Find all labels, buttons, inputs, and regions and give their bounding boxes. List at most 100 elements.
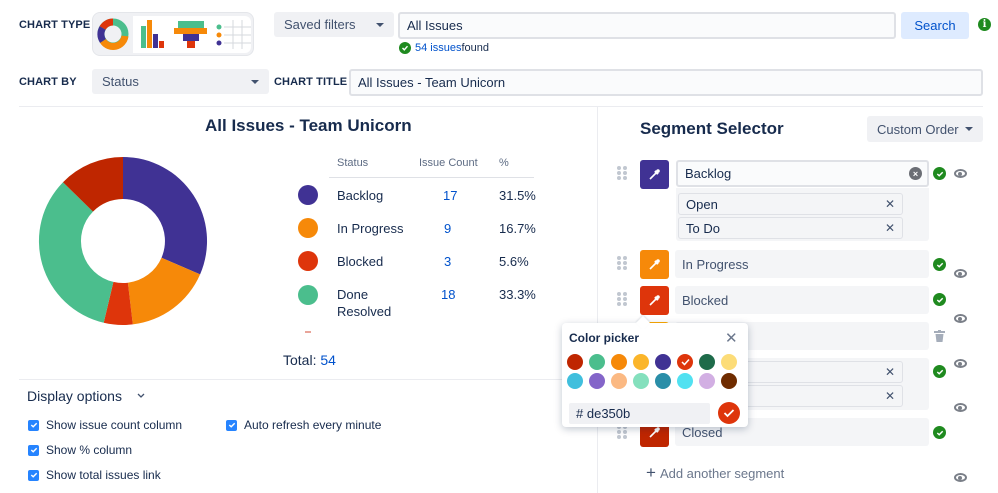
issues-count-link[interactable]: 54 issues — [415, 42, 462, 54]
segment-color-button[interactable] — [640, 250, 669, 279]
drag-handle-icon[interactable] — [617, 425, 627, 439]
eye-icon[interactable] — [954, 403, 967, 412]
color-swatch[interactable] — [699, 354, 715, 370]
funnel-chart-icon[interactable] — [174, 21, 207, 48]
hex-input[interactable]: # de350b — [569, 403, 710, 424]
color-swatch[interactable] — [655, 373, 671, 389]
drag-handle-icon[interactable] — [617, 166, 627, 180]
color-swatch[interactable] — [567, 373, 583, 389]
segment-name-input[interactable]: Backlog — [676, 160, 929, 187]
drag-handle-icon[interactable] — [617, 256, 627, 270]
checkbox-checked-icon[interactable] — [28, 469, 39, 481]
color-swatch[interactable] — [633, 373, 649, 389]
chart-type-selector — [92, 12, 254, 56]
color-swatch[interactable] — [677, 373, 693, 389]
color-swatch[interactable] — [611, 373, 627, 389]
checkbox-checked-icon[interactable] — [226, 419, 237, 431]
chart-title-value: All Issues - Team Unicorn — [358, 75, 506, 90]
color-swatch[interactable] — [611, 354, 627, 370]
order-label: Custom Order — [877, 121, 959, 137]
clear-icon[interactable]: × — [909, 167, 922, 180]
check-circle-icon — [933, 258, 946, 271]
segment-name-input[interactable]: Blocked — [675, 286, 929, 314]
option-auto-refresh[interactable]: Auto refresh every minute — [226, 418, 381, 432]
hex-prefix: # — [576, 406, 584, 421]
legend-label-secondary: Resolved — [337, 304, 392, 319]
eye-icon[interactable] — [954, 269, 967, 278]
color-swatch-grid — [567, 354, 743, 389]
option-label: Show total issues link — [46, 468, 161, 482]
color-swatch[interactable] — [655, 354, 671, 370]
segment-chip: Open ✕ — [678, 193, 903, 215]
total-issues-link[interactable]: 54 — [320, 352, 336, 368]
segment-name-input[interactable]: In Progress — [675, 250, 929, 278]
segment-chip: To Do ✕ — [678, 217, 903, 239]
eye-icon[interactable] — [954, 314, 967, 323]
segment-selector-title: Segment Selector — [640, 119, 784, 138]
legend-dot-done — [298, 285, 318, 305]
info-icon[interactable]: i — [978, 18, 991, 31]
legend-label: Done — [337, 287, 369, 302]
eye-icon[interactable] — [954, 169, 967, 178]
issue-count-link[interactable]: 3 — [444, 254, 452, 269]
search-button[interactable]: Search — [901, 12, 969, 39]
eye-icon[interactable] — [954, 473, 967, 482]
chart-title: All Issues - Team Unicorn — [205, 116, 412, 135]
color-swatch[interactable] — [589, 354, 605, 370]
donut-chart[interactable] — [38, 156, 208, 326]
checkbox-checked-icon[interactable] — [28, 444, 39, 456]
add-segment-button[interactable]: + Add another segment — [646, 463, 784, 483]
chevron-down-icon — [137, 393, 145, 398]
option-show-total-link[interactable]: Show total issues link — [28, 468, 161, 482]
bar-chart-icon[interactable] — [141, 20, 164, 48]
remove-icon[interactable]: ✕ — [884, 365, 895, 379]
chart-by-dropdown[interactable]: Status — [92, 69, 269, 94]
table-chart-icon[interactable] — [216, 20, 252, 49]
issue-count-link[interactable]: 9 — [444, 221, 452, 236]
check-circle-icon — [933, 365, 946, 378]
remove-icon[interactable]: ✕ — [884, 197, 895, 211]
segment-color-button[interactable] — [640, 160, 669, 189]
apply-color-button[interactable] — [718, 402, 740, 424]
trash-icon[interactable] — [934, 330, 945, 342]
color-swatch[interactable] — [721, 354, 737, 370]
percentage: 31.5% — [499, 188, 536, 203]
color-swatch[interactable] — [567, 354, 583, 370]
saved-filters-dropdown[interactable]: Saved filters — [274, 12, 394, 37]
percentage: 16.7% — [499, 221, 536, 236]
option-label: Show issue count column — [46, 418, 183, 432]
filter-query-input[interactable]: All Issues — [398, 12, 896, 39]
donut-chart-icon — [97, 18, 129, 50]
eyedropper-icon — [649, 259, 660, 270]
display-options-toggle[interactable]: Display options — [27, 388, 146, 404]
total-label: Total: — [283, 352, 321, 368]
chart-title-input[interactable]: All Issues - Team Unicorn — [349, 69, 983, 96]
option-show-issue-count[interactable]: Show issue count column — [28, 418, 182, 432]
chip-label: Open — [686, 196, 718, 212]
chevron-down-icon — [965, 127, 973, 131]
column-header-count: Issue Count — [419, 157, 478, 169]
chart-type-donut[interactable] — [95, 15, 131, 53]
color-swatch[interactable] — [589, 373, 605, 389]
order-dropdown[interactable]: Custom Order — [867, 116, 983, 142]
drag-handle-icon[interactable] — [617, 292, 627, 306]
eyedropper-icon — [649, 427, 660, 438]
color-swatch[interactable] — [633, 354, 649, 370]
issue-count-link[interactable]: 17 — [443, 188, 458, 203]
checkbox-checked-icon[interactable] — [28, 419, 39, 431]
issue-count-link[interactable]: 18 — [441, 287, 456, 302]
check-circle-icon — [933, 293, 946, 306]
color-swatch[interactable] — [721, 373, 737, 389]
color-swatch[interactable] — [699, 373, 715, 389]
option-show-pct[interactable]: Show % column — [28, 443, 132, 457]
eye-icon[interactable] — [954, 359, 967, 368]
option-label: Show % column — [46, 443, 133, 457]
legend-label: Backlog — [337, 188, 384, 203]
segment-color-button[interactable] — [640, 286, 669, 315]
remove-icon[interactable]: ✕ — [884, 221, 895, 235]
legend-dot-in-progress — [298, 218, 318, 238]
chart-title-label: CHART TITLE — [274, 76, 348, 88]
remove-icon[interactable]: ✕ — [884, 389, 895, 403]
close-icon[interactable]: ✕ — [725, 330, 738, 347]
color-swatch[interactable] — [677, 354, 693, 370]
